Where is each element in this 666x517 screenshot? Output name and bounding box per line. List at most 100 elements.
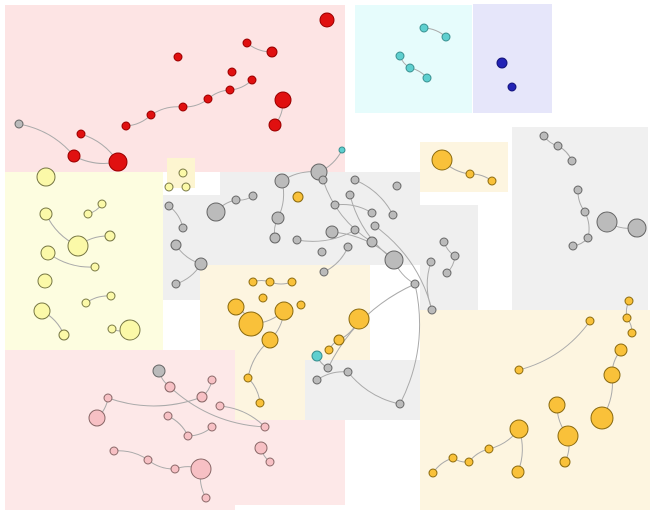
node (624, 296, 634, 306)
node (439, 237, 449, 247)
node (345, 190, 355, 200)
node (514, 365, 524, 375)
node (39, 207, 53, 221)
node (40, 245, 56, 261)
node (201, 493, 211, 503)
node (507, 82, 517, 92)
node (319, 12, 335, 28)
edge (169, 386, 266, 428)
node (266, 46, 278, 58)
node (104, 230, 116, 242)
node (164, 381, 176, 393)
node (76, 129, 86, 139)
node (215, 401, 225, 411)
node (261, 331, 279, 349)
edge (518, 320, 591, 371)
node (231, 195, 241, 205)
node (384, 250, 404, 270)
node (367, 208, 377, 218)
node (573, 185, 583, 195)
node (265, 457, 275, 467)
node (178, 223, 188, 233)
node (207, 375, 217, 385)
node (548, 396, 566, 414)
node (338, 146, 346, 154)
node (107, 324, 117, 334)
node (567, 156, 577, 166)
node (255, 398, 265, 408)
node (343, 367, 353, 377)
cluster-region (420, 310, 650, 510)
node (206, 202, 226, 222)
edge (347, 371, 401, 405)
node (36, 167, 56, 187)
node (350, 175, 360, 185)
node (539, 131, 549, 141)
node (419, 23, 429, 33)
node (426, 257, 436, 267)
node (268, 118, 282, 132)
node (97, 199, 107, 209)
node (247, 75, 257, 85)
node (312, 375, 322, 385)
node (248, 277, 258, 287)
node (509, 419, 529, 439)
node (265, 277, 275, 287)
node (37, 273, 53, 289)
node (143, 455, 153, 465)
node (622, 313, 632, 323)
node (585, 316, 595, 326)
node (431, 149, 453, 171)
node (448, 453, 458, 463)
node (163, 411, 173, 421)
node (88, 409, 106, 427)
node (292, 191, 304, 203)
node (67, 235, 89, 257)
node (178, 168, 188, 178)
node (422, 73, 432, 83)
node (90, 262, 100, 272)
cluster-region (512, 127, 648, 310)
node (108, 152, 128, 172)
node (590, 406, 614, 430)
node (238, 311, 264, 337)
node (395, 51, 405, 61)
node (173, 52, 183, 62)
node (274, 301, 294, 321)
node (496, 57, 508, 69)
node (33, 302, 51, 320)
clusters (5, 4, 650, 510)
node (370, 221, 380, 231)
node (227, 298, 245, 316)
node (464, 457, 474, 467)
node (58, 329, 70, 341)
node (171, 279, 181, 289)
node (330, 200, 340, 210)
node (170, 239, 182, 251)
node (103, 393, 113, 403)
node (392, 181, 402, 191)
node (183, 431, 193, 441)
node (442, 268, 452, 278)
node (559, 456, 571, 468)
node (388, 210, 398, 220)
node (121, 121, 131, 131)
cluster-region (355, 5, 472, 113)
node (106, 291, 116, 301)
node (269, 232, 281, 244)
node (450, 251, 460, 261)
node (274, 173, 290, 189)
node (405, 63, 415, 73)
cluster-region (473, 4, 552, 113)
node (170, 464, 180, 474)
node (487, 176, 497, 186)
cluster-region (235, 420, 345, 505)
node (465, 169, 475, 179)
node (410, 279, 420, 289)
node (627, 218, 647, 238)
node (225, 85, 235, 95)
node (152, 364, 166, 378)
node (427, 305, 437, 315)
